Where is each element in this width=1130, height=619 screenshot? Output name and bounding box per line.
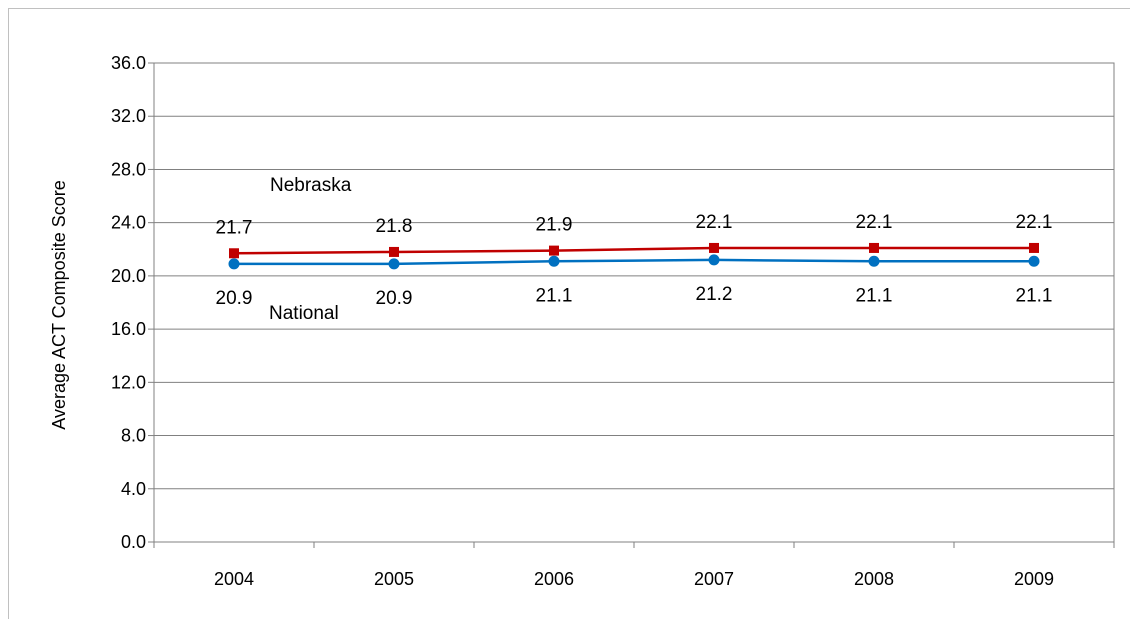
data-point-national [868,255,880,267]
data-label-national: 21.2 [696,284,733,305]
data-label-nebraska: 21.8 [376,216,413,237]
data-label-national: 21.1 [536,285,573,306]
y-tick-label: 0.0 [121,532,146,552]
data-point-nebraska [1029,242,1039,253]
y-tick-labels: 0.0 4.0 8.0 12.0 16.0 20.0 24.0 28.0 32.0 36.0 [111,53,146,552]
data-point-nebraska [709,242,719,253]
x-tick-label: 2005 [374,569,414,589]
axes [148,62,1115,548]
x-tick-labels: 2004 2005 2006 2007 2008 2009 [214,569,1054,589]
x-tick-label: 2009 [1014,569,1054,589]
y-tick-label: 28.0 [111,159,146,179]
data-label-national: 20.9 [376,288,413,309]
series-line-national [234,258,1034,266]
data-label-nebraska: 22.1 [696,212,733,233]
data-label-nebraska: 21.7 [216,217,253,238]
data-point-national [708,254,720,266]
data-label-nebraska: 22.1 [1016,212,1053,233]
x-tick-label: 2006 [534,569,574,589]
chart-frame [8,8,1130,619]
data-label-national: 21.1 [856,285,893,306]
data-label-nebraska: 21.9 [536,215,573,236]
national-series-label: National [269,303,339,324]
y-tick-label: 16.0 [111,319,146,339]
data-point-nebraska [869,242,879,253]
data-point-nebraska [389,246,399,257]
data-labels: 21.7 21.8 21.9 22.1 22.1 22.1 20.9 20.9 21.1 21.2… [216,212,1053,309]
y-tick-label: 8.0 [121,426,146,446]
data-label-national: 20.9 [216,288,253,309]
series-markers [228,242,1040,270]
data-label-nebraska: 22.1 [856,212,893,233]
data-label-national: 21.1 [1016,285,1053,306]
data-point-national [228,258,240,270]
y-tick-label: 20.0 [111,266,146,286]
nebraska-series-label: Nebraska [270,175,352,196]
y-axis-title: Average ACT Composite Score [49,180,69,429]
x-tick-label: 2008 [854,569,894,589]
y-tick-label: 12.0 [111,372,146,392]
y-tick-label: 32.0 [111,106,146,126]
series-lines [233,246,1034,266]
y-tick-label: 36.0 [111,53,146,73]
data-point-national [388,258,400,270]
data-point-nebraska [229,248,239,259]
x-tick-label: 2007 [694,569,734,589]
y-tick-label: 4.0 [121,479,146,499]
data-point-national [548,255,560,267]
series-line-nebraska [233,246,1034,255]
data-point-nebraska [549,245,559,256]
data-point-national [1028,255,1040,267]
y-tick-label: 24.0 [111,213,146,233]
x-tick-label: 2004 [214,569,254,589]
